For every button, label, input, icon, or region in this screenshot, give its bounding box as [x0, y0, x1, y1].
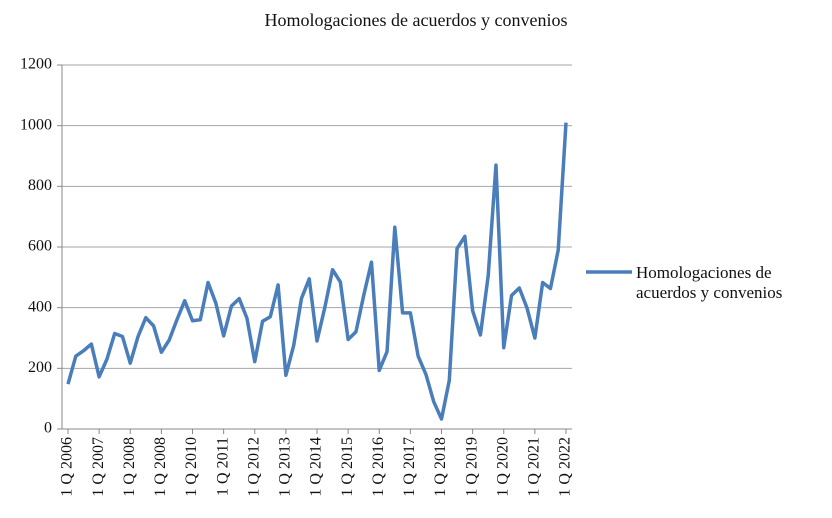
y-tick-label: 1200	[20, 56, 52, 73]
y-tick-label: 200	[28, 359, 52, 376]
x-tick-label: 1 Q 2008	[121, 437, 138, 497]
x-tick-label: 1 Q 2006	[59, 437, 76, 497]
x-tick-label: 1 Q 2013	[277, 437, 294, 497]
x-tick-label: 1 Q 2011	[214, 437, 231, 496]
x-tick-label: 1 Q 2007	[90, 437, 107, 497]
chart-title: Homologaciones de acuerdos y convenios	[264, 10, 568, 30]
x-tick-label: 1 Q 2021	[526, 437, 543, 497]
y-tick-label: 400	[28, 298, 52, 315]
x-tick-label: 1 Q 2015	[339, 437, 356, 497]
y-tick-label: 600	[28, 238, 52, 255]
x-tick-label: 1 Q 2014	[308, 437, 325, 497]
legend-label: Homologaciones de acuerdos y convenios	[636, 263, 783, 302]
x-tick-label: 1 Q 2022	[557, 437, 574, 497]
y-tick-label: 0	[44, 420, 52, 437]
x-tick-label: 1 Q 2018	[432, 437, 449, 497]
x-tick-label: 1 Q 2012	[245, 437, 262, 497]
y-tick-label: 800	[28, 177, 52, 194]
x-tick-label: 1 Q 2019	[463, 437, 480, 497]
x-tick-label: 1 Q 2016	[370, 437, 387, 497]
x-tick-label: 1 Q 2017	[401, 437, 418, 497]
x-tick-label: 1 Q 2010	[183, 437, 200, 497]
x-tick-label: 1 Q 2008	[152, 437, 169, 497]
y-tick-label: 1000	[20, 116, 52, 133]
data-line	[66, 122, 568, 421]
x-tick-label: 1 Q 2020	[494, 437, 511, 497]
